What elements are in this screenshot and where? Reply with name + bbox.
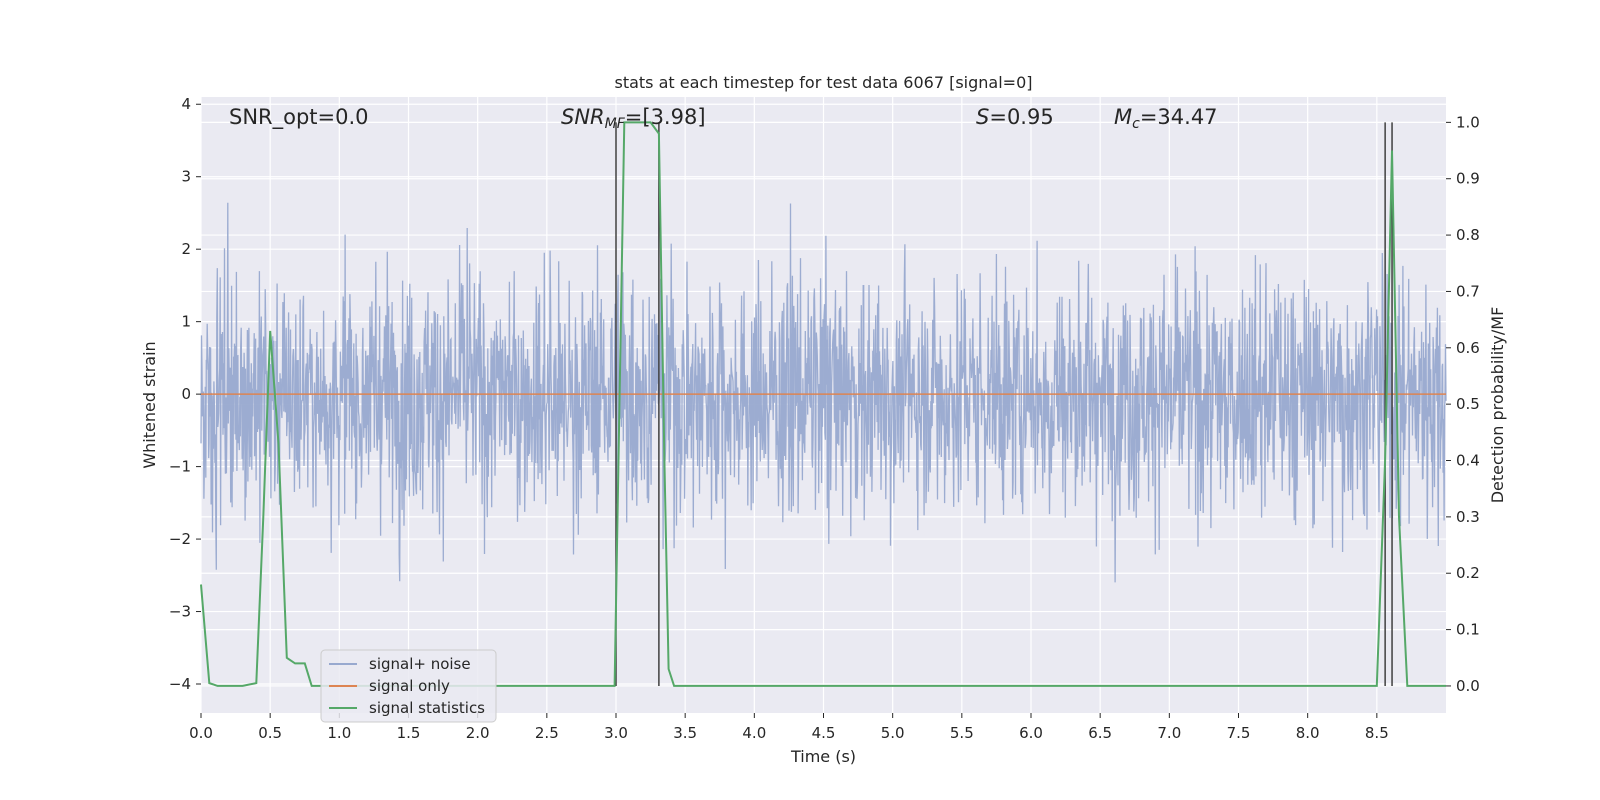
signal-statistics-series [200,121,1446,687]
x-tick-label: 3.0 [604,724,628,742]
y-tick-label: 2 [181,240,191,258]
legend-label-signal-noise: signal+ noise [369,655,471,673]
x-tick-label: 5.5 [950,724,974,742]
y-tick-label: −2 [169,530,191,548]
y-tick-label: 0 [181,385,191,403]
y-ticks-right: 1.0 0.9 0.8 0.7 0.6 0.5 0.4 0.3 0.2 0.1 0.0 [1446,113,1480,695]
signal-statistics-line [200,121,1446,687]
y-tick-label-right: 0.0 [1456,677,1480,695]
annotation-mc-subscript: c [1132,116,1140,132]
y-tick-label: 4 [181,95,191,113]
x-tick-label: 4.0 [742,724,766,742]
y-tick-label-right: 1.0 [1456,113,1480,131]
x-tick-label: 0.5 [258,724,282,742]
y-tick-label: −1 [169,458,191,476]
y-tick-label-right: 0.2 [1456,564,1480,582]
x-tick-label: 5.0 [881,724,905,742]
y-tick-label-right: 0.5 [1456,395,1480,413]
x-tick-label: 6.5 [1088,724,1112,742]
y-tick-label: −3 [169,603,191,621]
x-tick-label: 4.5 [812,724,836,742]
annotation-snr-mf-value: =[3.98] [625,105,706,129]
y-tick-label: 3 [181,168,191,186]
chart-title: stats at each timestep for test data 606… [614,73,1032,92]
annotation-s: S=0.95 [976,105,1054,129]
x-tick-label: 0.0 [189,724,213,742]
legend: signal+ noise signal only signal statist… [320,649,497,723]
y-tick-label: 1 [181,313,191,331]
x-tick-label: 1.5 [397,724,421,742]
signal-noise-series [200,202,1447,583]
x-tick-label: 8.5 [1365,724,1389,742]
annotation-mc-label: M [1114,105,1132,129]
y-tick-label-right: 0.8 [1456,226,1480,244]
x-tick-label: 7.0 [1157,724,1181,742]
y-tick-label-right: 0.6 [1456,339,1480,357]
annotation-s-label: S [976,105,989,129]
legend-label-signal-statistics: signal statistics [369,699,485,717]
annotation-snr-opt: SNR_opt=0.0 [229,105,369,130]
annotation-snr-mf: SNRMF=[3.98] [561,105,706,132]
x-tick-label: 2.5 [535,724,559,742]
legend-label-signal-only: signal only [369,677,450,695]
annotation-snr-mf-label: SNR [561,105,605,129]
x-tick-label: 7.5 [1227,724,1251,742]
y-tick-label-right: 0.9 [1456,170,1480,188]
x-tick-label: 3.5 [673,724,697,742]
annotation-mc: Mc=34.47 [1114,105,1218,132]
y-tick-label-right: 0.4 [1456,452,1480,470]
annotation-mc-value: =34.47 [1140,105,1218,129]
x-ticks: 0.0 0.5 1.0 1.5 2.0 2.5 3.0 3.5 4.0 4.5 5.0 5.5 6.0 6… [189,713,1389,742]
x-tick-label: 8.0 [1296,724,1320,742]
x-tick-label: 6.0 [1019,724,1043,742]
x-tick-label: 2.0 [466,724,490,742]
y-tick-label: −4 [169,675,191,693]
signal-noise-line [200,202,1447,583]
x-axis-label: Time (s) [790,747,856,766]
y-tick-label-right: 0.7 [1456,282,1480,300]
x-tick-label: 1.0 [327,724,351,742]
annotation-snr-mf-subscript: MF [605,116,626,132]
y-axis-label-right: Detection probability/MF [1488,307,1507,504]
y-axis-label: Whitened strain [140,341,159,468]
annotation-s-value: =0.95 [989,105,1053,129]
y-tick-label-right: 0.3 [1456,508,1480,526]
legend-box [320,649,497,723]
y-ticks-left: 4 3 2 1 0 −1 −2 −3 −4 [169,95,201,693]
y-tick-label-right: 0.1 [1456,621,1480,639]
